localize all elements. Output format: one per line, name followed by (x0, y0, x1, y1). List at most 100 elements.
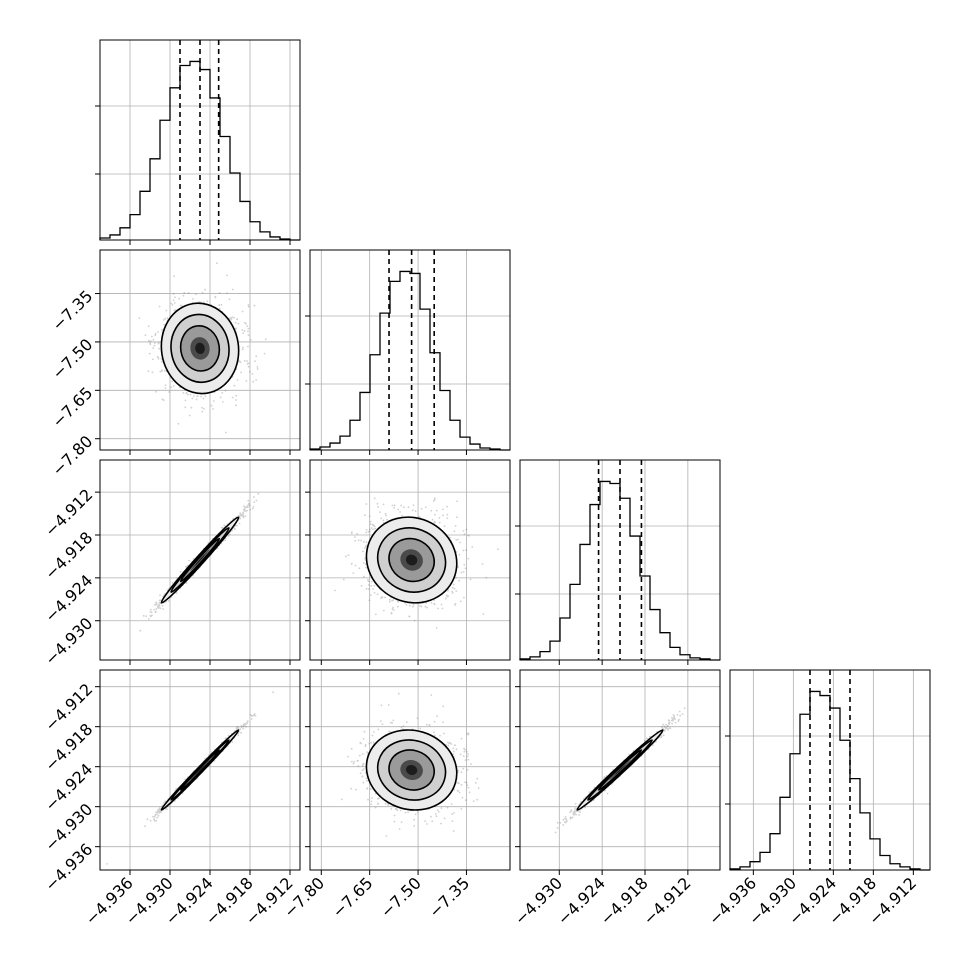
scatter-point (158, 812, 161, 814)
scatter-point (246, 360, 249, 362)
scatter-point (244, 722, 246, 725)
scatter-point (382, 503, 385, 506)
scatter-point (158, 810, 161, 813)
scatter-point (149, 611, 152, 613)
scatter-point (216, 262, 218, 264)
scatter-point (367, 588, 370, 591)
scatter-point (370, 580, 373, 583)
scatter-point (183, 291, 186, 294)
scatter-point (418, 516, 420, 518)
scatter-point (154, 814, 157, 817)
scatter-point (432, 500, 435, 502)
scatter-point (420, 605, 423, 608)
scatter-point (154, 610, 157, 613)
scatter-point (247, 506, 249, 509)
scatter-point (386, 518, 388, 521)
scatter-point (242, 332, 245, 334)
scatter-point (370, 527, 373, 529)
scatter-point (405, 603, 408, 606)
scatter-point (241, 513, 244, 516)
scatter-point (372, 588, 374, 590)
histogram-step-line (729, 690, 930, 871)
scatter-point (157, 341, 160, 344)
scatter-point (254, 360, 256, 362)
scatter-point (372, 524, 375, 527)
scatter-point (158, 809, 161, 811)
scatter-point (412, 603, 415, 606)
scatter-point (165, 309, 168, 312)
contour-1 (160, 516, 240, 604)
scatter-point (247, 330, 249, 333)
scatter-point (440, 603, 443, 606)
scatter-point (248, 371, 251, 373)
scatter-point (234, 399, 237, 401)
scatter-point (252, 380, 255, 383)
scatter-point (497, 548, 499, 551)
scatter-point (373, 592, 376, 594)
scatter-point (397, 600, 400, 603)
scatter-point (200, 395, 203, 398)
scatter-point (373, 584, 376, 587)
scatter-point (224, 539, 227, 542)
scatter-point (391, 599, 393, 602)
scatter-point (362, 550, 364, 553)
scatter-point (446, 517, 449, 519)
scatter-point (160, 360, 163, 363)
scatter-point (161, 398, 164, 401)
scatter-point (365, 545, 367, 548)
scatter-point (224, 389, 227, 392)
scatter-point (412, 605, 414, 608)
scatter-point (201, 410, 204, 413)
scatter-point (138, 317, 141, 319)
scatter-point (157, 331, 160, 333)
scatter-point (248, 502, 250, 505)
scatter-point (158, 305, 161, 308)
scatter-point (462, 530, 465, 532)
scatter-point (250, 718, 253, 720)
scatter-point (371, 523, 374, 526)
plot-area (310, 460, 510, 660)
scatter-point (264, 338, 267, 341)
scatter-point (185, 392, 188, 394)
scatter-point (163, 323, 166, 326)
contour-1 (365, 516, 458, 604)
scatter-point (158, 811, 161, 814)
scatter-point (254, 714, 257, 717)
scatter-point (184, 778, 187, 781)
scatter-point (153, 344, 156, 347)
scatter-point (384, 596, 386, 599)
scatter-point (150, 615, 152, 618)
scatter-point (454, 525, 457, 527)
panel-frame (519, 459, 721, 661)
scatter-point (247, 362, 250, 365)
scatter-point (458, 579, 461, 582)
scatter-point (157, 342, 160, 345)
scatter-point (154, 611, 157, 614)
scatter-point (456, 516, 458, 518)
scatter-point (402, 506, 405, 509)
scatter-point (247, 345, 249, 348)
scatter-point (189, 393, 192, 396)
scatter-point (431, 518, 434, 521)
scatter-point (234, 528, 236, 530)
scatter-point (228, 298, 231, 301)
scatter-point (239, 361, 242, 363)
scatter-point (392, 606, 394, 609)
scatter-point (162, 608, 165, 610)
panel-frame (99, 249, 301, 451)
scatter-point (228, 533, 231, 536)
scatter-point (161, 328, 163, 331)
scatter-point (182, 294, 185, 297)
scatter-point (438, 517, 441, 519)
scatter-point (485, 576, 488, 579)
histogram-panel-3 (515, 459, 721, 665)
scatter-point (468, 534, 470, 537)
scatter-point (210, 404, 213, 407)
scatter-point (434, 521, 436, 524)
scatter-point (190, 406, 193, 409)
scatter-point (451, 586, 454, 589)
scatter-point (151, 335, 153, 338)
scatter-point (369, 520, 372, 523)
scatter-point (367, 530, 370, 533)
scatter-point (161, 370, 163, 372)
